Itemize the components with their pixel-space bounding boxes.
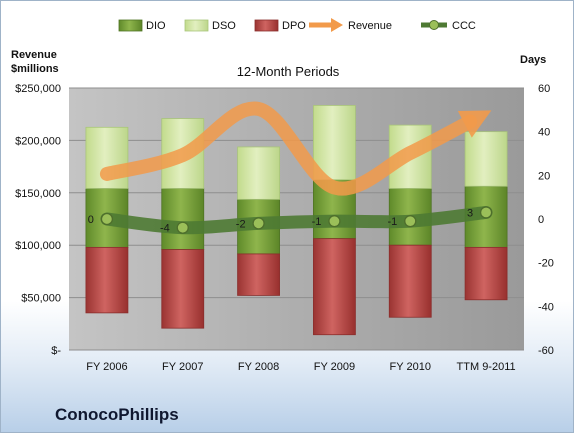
- left-axis-title-line1: Revenue: [11, 49, 57, 61]
- ccc-marker: [404, 215, 417, 228]
- bar-dpo: [237, 253, 280, 296]
- bar-dpo: [85, 246, 129, 314]
- x-axis-tick-label: FY 2006: [86, 361, 127, 373]
- left-axis-tick-label: $50,000: [21, 293, 61, 305]
- right-axis-tick-label: 40: [538, 127, 550, 139]
- legend-swatch-revenue-arrowhead: [331, 18, 343, 32]
- left-axis-title-line2: $millions: [11, 63, 59, 75]
- left-axis-tick-label: $200,000: [15, 135, 61, 147]
- chart-title: 12-Month Periods: [237, 64, 340, 79]
- bar-dso: [313, 105, 356, 181]
- bar-dpo: [388, 244, 432, 318]
- left-axis-tick-label: $150,000: [15, 188, 61, 200]
- x-axis-tick-label: FY 2009: [314, 361, 355, 373]
- ccc-data-label: -1: [312, 216, 322, 228]
- right-axis-tick-label: 0: [538, 214, 544, 226]
- revenue-arrowhead: [457, 110, 492, 138]
- ccc-marker: [252, 217, 265, 230]
- right-axis-tick-label: -40: [538, 301, 554, 313]
- legend-swatch-dso: [184, 19, 209, 32]
- x-axis-tick-label: FY 2010: [390, 361, 431, 373]
- right-axis-tick-label: -60: [538, 345, 554, 357]
- right-axis-title: Days: [520, 54, 546, 66]
- bar-dpo: [313, 238, 356, 336]
- legend-swatch-dio: [118, 19, 143, 32]
- x-axis-tick-label: FY 2008: [238, 361, 279, 373]
- ccc-data-label: -4: [160, 223, 170, 235]
- ccc-marker: [176, 221, 189, 234]
- ccc-line: [100, 205, 493, 235]
- legend-swatch-ccc-marker: [429, 20, 439, 30]
- right-axis-tick-label: 20: [538, 170, 550, 182]
- right-axis-tick-label: -20: [538, 258, 554, 270]
- revenue-line: [99, 101, 478, 196]
- legend-swatch-dpo: [254, 19, 279, 32]
- company-name: ConocoPhillips: [55, 405, 179, 424]
- bar-dpo: [464, 246, 508, 301]
- bar-dio: [161, 188, 205, 250]
- bar-dso: [464, 131, 508, 187]
- right-axis-tick-label: 60: [538, 83, 550, 95]
- ccc-marker: [479, 206, 493, 219]
- left-axis-tick-label: $250,000: [15, 83, 61, 95]
- ccc-marker: [328, 215, 341, 228]
- x-axis-tick-label: TTM 9-2011: [457, 361, 516, 373]
- legend-label-dpo: DPO: [282, 20, 306, 32]
- legend-label-dso: DSO: [212, 20, 236, 32]
- legend-label-revenue: Revenue: [348, 20, 392, 32]
- ccc-data-label: -1: [387, 216, 397, 228]
- ccc-data-label: 0: [88, 214, 94, 226]
- legend-label-dio: DIO: [146, 20, 166, 32]
- left-axis-tick-label: $-: [51, 345, 61, 357]
- ccc-data-label: 3: [467, 207, 473, 219]
- bar-dpo: [161, 249, 205, 329]
- left-axis-tick-label: $100,000: [15, 240, 61, 252]
- ccc-data-label: -2: [236, 218, 246, 230]
- legend-label-ccc: CCC: [452, 20, 476, 32]
- x-axis-tick-label: FY 2007: [162, 361, 203, 373]
- ccc-marker: [100, 212, 114, 226]
- bar-dso: [237, 146, 280, 200]
